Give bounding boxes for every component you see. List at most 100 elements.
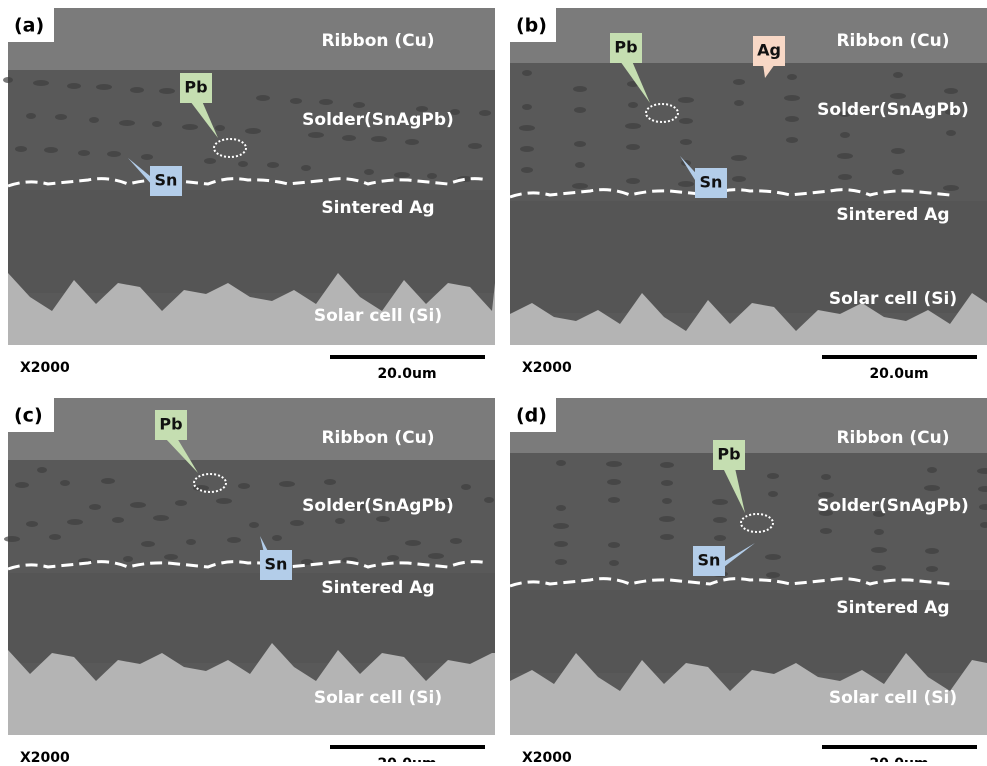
solder-grain xyxy=(130,87,144,93)
solder-grain xyxy=(44,147,58,153)
solder-grain xyxy=(78,150,90,156)
solder-grain xyxy=(924,485,940,491)
solder-grain xyxy=(556,460,566,466)
solder-grain xyxy=(238,483,250,489)
layer-label: Ribbon (Cu) xyxy=(321,31,434,51)
magnification: X2000 xyxy=(20,750,70,762)
scale-bar-label: 20.0um xyxy=(377,756,436,762)
solder-grain xyxy=(216,498,232,504)
solder-grain xyxy=(364,169,374,175)
solder-grain xyxy=(141,154,153,160)
solder-grain xyxy=(522,104,532,110)
solder-grain xyxy=(553,523,569,529)
solder-grain xyxy=(159,88,175,94)
solder-grain xyxy=(608,497,620,503)
solder-grain xyxy=(3,77,13,83)
solder-grain xyxy=(660,534,674,540)
solder-grain xyxy=(204,158,216,164)
solder-grain xyxy=(626,178,640,184)
solder-grain xyxy=(279,481,295,487)
solder-grain xyxy=(427,173,437,179)
solder-grain xyxy=(67,519,83,525)
solder-grain xyxy=(944,88,958,94)
solder-grain xyxy=(522,70,532,76)
solder-grain xyxy=(15,146,27,152)
solder-grain xyxy=(554,541,568,547)
solder-grain xyxy=(660,462,674,468)
solder-grain xyxy=(628,102,638,108)
scale-bar-label: 20.0um xyxy=(869,756,928,762)
solder-grain xyxy=(575,162,585,168)
solder-grain xyxy=(387,555,399,561)
panel: Ribbon (Cu)Solder(SnAgPb)Sintered AgSola… xyxy=(510,398,987,762)
solder-grain xyxy=(49,534,61,540)
solder-grain xyxy=(574,107,586,113)
solder-grain xyxy=(732,176,746,182)
callout-label: Sn xyxy=(700,173,723,192)
panel-label: (d) xyxy=(516,405,547,427)
solder-grain xyxy=(249,522,259,528)
layer-label: Sintered Ag xyxy=(836,598,949,618)
solder-grain xyxy=(26,113,36,119)
solder-grain xyxy=(734,100,744,106)
solder-grain xyxy=(89,504,101,510)
solder-grain xyxy=(678,97,694,103)
magnification: X2000 xyxy=(20,360,70,376)
layer-label: Sintered Ag xyxy=(321,578,434,598)
solder-grain xyxy=(606,461,622,467)
solder-grain xyxy=(394,172,410,178)
solder-grain xyxy=(659,516,675,522)
solder-grain xyxy=(662,498,672,504)
layer-label: Solar cell (Si) xyxy=(314,306,442,326)
solder-grain xyxy=(55,114,67,120)
solder-grain xyxy=(714,535,726,541)
solder-grain xyxy=(712,499,728,505)
solder-grain xyxy=(891,148,905,154)
layer-label: Solar cell (Si) xyxy=(829,688,957,708)
solder-grain xyxy=(376,516,390,522)
solder-grain xyxy=(838,174,852,180)
solder-grain xyxy=(733,79,745,85)
solder-grain xyxy=(785,116,799,122)
solder-grain xyxy=(943,185,959,191)
solder-grain xyxy=(152,121,162,127)
layer-label: Solar cell (Si) xyxy=(829,289,957,309)
solder-grain xyxy=(892,169,904,175)
solder-grain xyxy=(324,479,336,485)
solder-grain xyxy=(67,83,81,89)
solder-grain xyxy=(840,132,850,138)
solder-grain xyxy=(186,539,196,545)
solder-grain xyxy=(521,167,533,173)
layer-label: Solder(SnAgPb) xyxy=(817,100,969,120)
panel-label: (c) xyxy=(14,405,43,427)
solder-grain xyxy=(573,86,587,92)
solder-grain xyxy=(927,467,937,473)
solder-grain xyxy=(267,162,279,168)
solder-grain xyxy=(342,135,356,141)
solder-grain xyxy=(520,146,534,152)
panel-label: (b) xyxy=(516,15,547,37)
callout-label: Ag xyxy=(757,41,781,60)
solder-grain xyxy=(37,467,47,473)
solder-grain xyxy=(556,505,566,511)
layer-label: Solder(SnAgPb) xyxy=(302,496,454,516)
solder-grain xyxy=(215,125,225,131)
layer-label: Ribbon (Cu) xyxy=(836,428,949,448)
solder-grain xyxy=(626,144,640,150)
solder-grain xyxy=(768,491,778,497)
solder-grain xyxy=(678,181,694,187)
solder-grain xyxy=(837,153,853,159)
solder-grain xyxy=(766,572,780,578)
solder-grain xyxy=(4,536,20,542)
solder-grain xyxy=(290,520,304,526)
solder-grain xyxy=(820,528,832,534)
solder-grain xyxy=(89,117,99,123)
solder-grain xyxy=(238,161,248,167)
solder-grain xyxy=(607,479,621,485)
panel: Ribbon (Cu)Solder(SnAgPb)Sintered AgSola… xyxy=(3,8,495,382)
solder-grain xyxy=(872,565,886,571)
solder-grain xyxy=(319,99,333,105)
solder-grain xyxy=(245,128,261,134)
solder-grain xyxy=(123,556,133,562)
callout-label: Pb xyxy=(159,415,182,434)
